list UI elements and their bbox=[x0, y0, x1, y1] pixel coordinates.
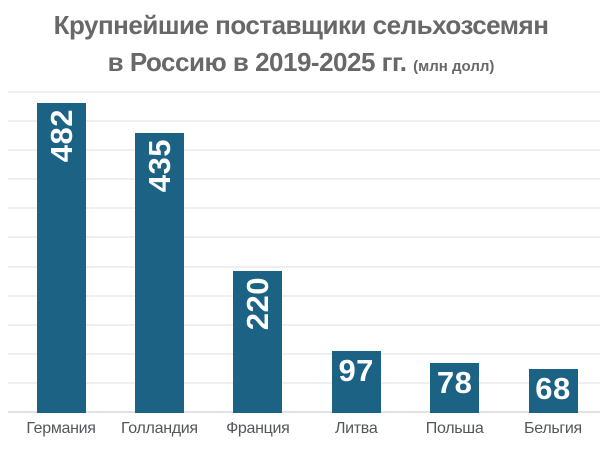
plot-area: 482 435 220 97 78 68 bbox=[8, 91, 600, 413]
bar-бельгия: 68 bbox=[528, 369, 578, 413]
x-axis-baseline bbox=[8, 411, 600, 413]
bar-голландия: 435 bbox=[134, 133, 184, 413]
gridline bbox=[8, 266, 600, 268]
gridline bbox=[8, 324, 600, 326]
gridline bbox=[8, 91, 600, 93]
bar-польша: 78 bbox=[430, 363, 480, 413]
gridline bbox=[8, 236, 600, 238]
chart-title-line2: в Россию в 2019-2025 гг. (млн долл) bbox=[0, 44, 602, 85]
x-axis-label: Бельгия bbox=[524, 420, 582, 437]
chart-title-unit: (млн долл) bbox=[413, 58, 495, 75]
chart-title-line2-main: в Россию в 2019-2025 гг. bbox=[107, 47, 407, 77]
gridline bbox=[8, 120, 600, 122]
bar-value-label: 97 bbox=[338, 353, 374, 388]
bar-value-label: 220 bbox=[240, 277, 276, 331]
x-axis-label: Польша bbox=[425, 420, 484, 437]
gridline bbox=[8, 382, 600, 384]
bar-value-label: 68 bbox=[535, 371, 571, 406]
x-axis-label: Голландия bbox=[120, 420, 198, 437]
chart-title: Крупнейшие поставщики сельхозсемян в Рос… bbox=[0, 7, 602, 85]
gridline bbox=[8, 353, 600, 355]
bar-германия: 482 bbox=[36, 103, 86, 413]
bar-value-label: 78 bbox=[436, 365, 473, 400]
gridline bbox=[8, 178, 600, 180]
gridline bbox=[8, 295, 600, 297]
x-axis-label: Германия bbox=[26, 420, 96, 437]
x-axis-label: Литва bbox=[334, 420, 378, 437]
bar-value-label: 435 bbox=[141, 139, 177, 193]
gridline bbox=[8, 149, 600, 151]
gridline bbox=[8, 207, 600, 209]
bar-литва: 97 bbox=[331, 351, 381, 413]
bar-франция: 220 bbox=[233, 271, 283, 413]
bar-value-label: 482 bbox=[43, 109, 79, 163]
chart-title-line1: Крупнейшие поставщики сельхозсемян bbox=[53, 10, 549, 40]
x-axis-label: Франция bbox=[226, 420, 290, 437]
